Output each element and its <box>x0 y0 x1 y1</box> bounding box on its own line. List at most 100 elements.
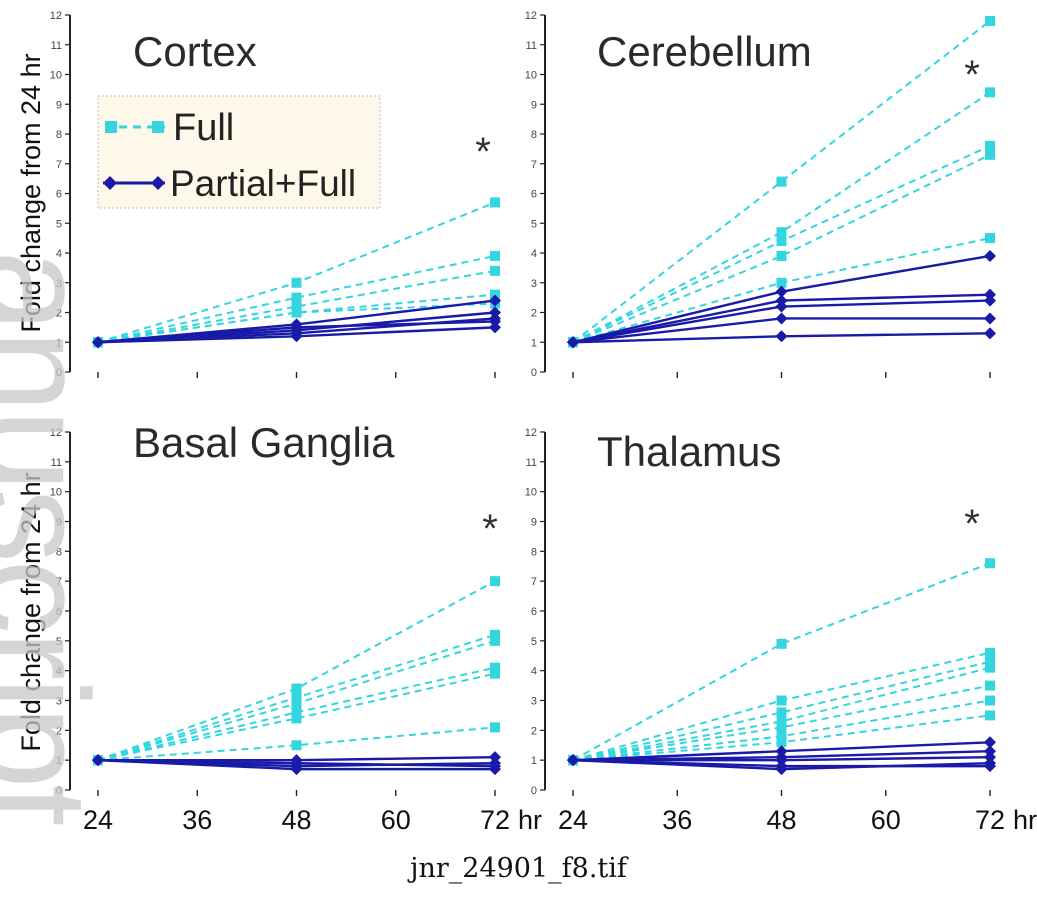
y-tick-label: 11 <box>526 40 537 52</box>
series-line-full <box>572 684 991 762</box>
series-line-full <box>97 580 496 762</box>
data-point-full <box>490 629 500 640</box>
data-point-full <box>985 140 995 151</box>
data-point-full <box>776 695 787 706</box>
data-point-full <box>776 722 787 733</box>
data-point-full <box>985 710 995 721</box>
y-tick-label: 0 <box>56 785 62 797</box>
data-point-full <box>985 149 995 160</box>
data-point-full <box>490 635 500 646</box>
data-point-partial-full <box>489 763 501 776</box>
data-point-full <box>776 236 787 247</box>
y-tick-label: 0 <box>531 367 537 379</box>
data-point-partial-full <box>489 294 501 307</box>
y-tick-label: 9 <box>56 99 62 111</box>
legend-marker-full <box>152 121 164 133</box>
series-line-full <box>572 562 991 762</box>
legend-marker-full <box>105 121 117 133</box>
x-tick-label: 48 <box>766 805 796 835</box>
y-tick-label: 10 <box>525 70 537 82</box>
data-point-full <box>490 197 500 208</box>
data-point-full <box>490 250 500 261</box>
data-point-full <box>776 707 787 718</box>
y-tick-label: 3 <box>531 696 537 708</box>
series-line-full <box>97 672 496 762</box>
data-point-partial-full <box>984 736 996 749</box>
y-tick-label: 2 <box>56 725 62 737</box>
data-point-partial-full <box>290 327 303 340</box>
data-point-full <box>985 656 995 667</box>
data-point-full <box>291 707 302 718</box>
data-point-full <box>291 740 302 751</box>
x-tick-label: 24 <box>558 805 588 835</box>
data-point-full <box>776 176 787 187</box>
y-tick-label: 9 <box>531 517 537 529</box>
data-point-partial-full <box>984 294 996 307</box>
y-tick-label: 12 <box>50 10 62 22</box>
y-tick-label: 12 <box>525 427 537 439</box>
data-point-full <box>985 662 995 673</box>
x-tick-label: 24 <box>83 805 113 835</box>
series-line-full <box>572 91 991 344</box>
y-axis-title: Fold change from 24 hr <box>16 472 46 751</box>
data-point-full <box>776 227 787 238</box>
data-point-partial-full <box>92 754 104 767</box>
panel-title: Cortex <box>133 28 257 75</box>
data-point-full <box>291 683 302 694</box>
x-unit-label: hr <box>518 805 542 835</box>
y-tick-label: 10 <box>50 70 62 82</box>
series-line-full <box>572 153 991 344</box>
legend-label-full: Full <box>173 107 234 149</box>
y-tick-label: 4 <box>531 666 537 678</box>
y-tick-label: 12 <box>525 10 537 22</box>
data-point-full <box>291 277 302 288</box>
y-tick-label: 11 <box>51 457 62 469</box>
data-point-full <box>985 15 995 26</box>
x-tick-label: 72 <box>480 805 510 835</box>
data-point-full <box>776 250 787 261</box>
series-line-full <box>97 254 496 344</box>
data-point-partial-full <box>984 757 996 770</box>
data-point-full <box>490 265 500 276</box>
data-point-full <box>776 277 787 288</box>
data-point-partial-full <box>775 300 788 313</box>
data-point-full <box>291 692 302 703</box>
figure-caption: jnr_24901_f8.tif <box>410 853 627 884</box>
y-tick-label: 6 <box>56 606 62 618</box>
legend-box <box>97 95 381 209</box>
data-point-full <box>291 301 302 312</box>
y-tick-label: 0 <box>531 785 537 797</box>
data-point-full <box>291 713 302 724</box>
data-point-full <box>985 87 995 98</box>
data-point-full <box>776 737 787 748</box>
y-tick-label: 4 <box>531 248 537 260</box>
significance-star: * <box>964 502 980 546</box>
data-point-full <box>776 731 787 742</box>
y-tick-label: 8 <box>531 129 537 141</box>
data-point-full <box>490 576 500 587</box>
y-tick-label: 5 <box>531 636 537 648</box>
data-point-full <box>490 668 500 679</box>
x-tick-label: 60 <box>381 805 411 835</box>
y-tick-label: 8 <box>56 546 62 558</box>
y-tick-label: 6 <box>531 189 537 201</box>
y-tick-label: 0 <box>56 367 62 379</box>
y-tick-label: 1 <box>56 755 62 767</box>
data-point-full <box>291 307 302 318</box>
legend-marker-partial-full <box>151 176 165 190</box>
data-point-partial-full <box>775 312 788 325</box>
data-point-full <box>490 662 500 673</box>
legend: Full Partial+Full <box>97 95 381 209</box>
y-tick-label: 5 <box>56 636 62 648</box>
data-point-full <box>776 716 787 727</box>
data-point-partial-full <box>489 312 501 325</box>
y-tick-label: 11 <box>526 457 537 469</box>
data-point-partial-full <box>290 763 303 776</box>
y-tick-label: 4 <box>56 248 62 260</box>
y-tick-label: 4 <box>56 666 62 678</box>
y-tick-label: 11 <box>51 40 62 52</box>
